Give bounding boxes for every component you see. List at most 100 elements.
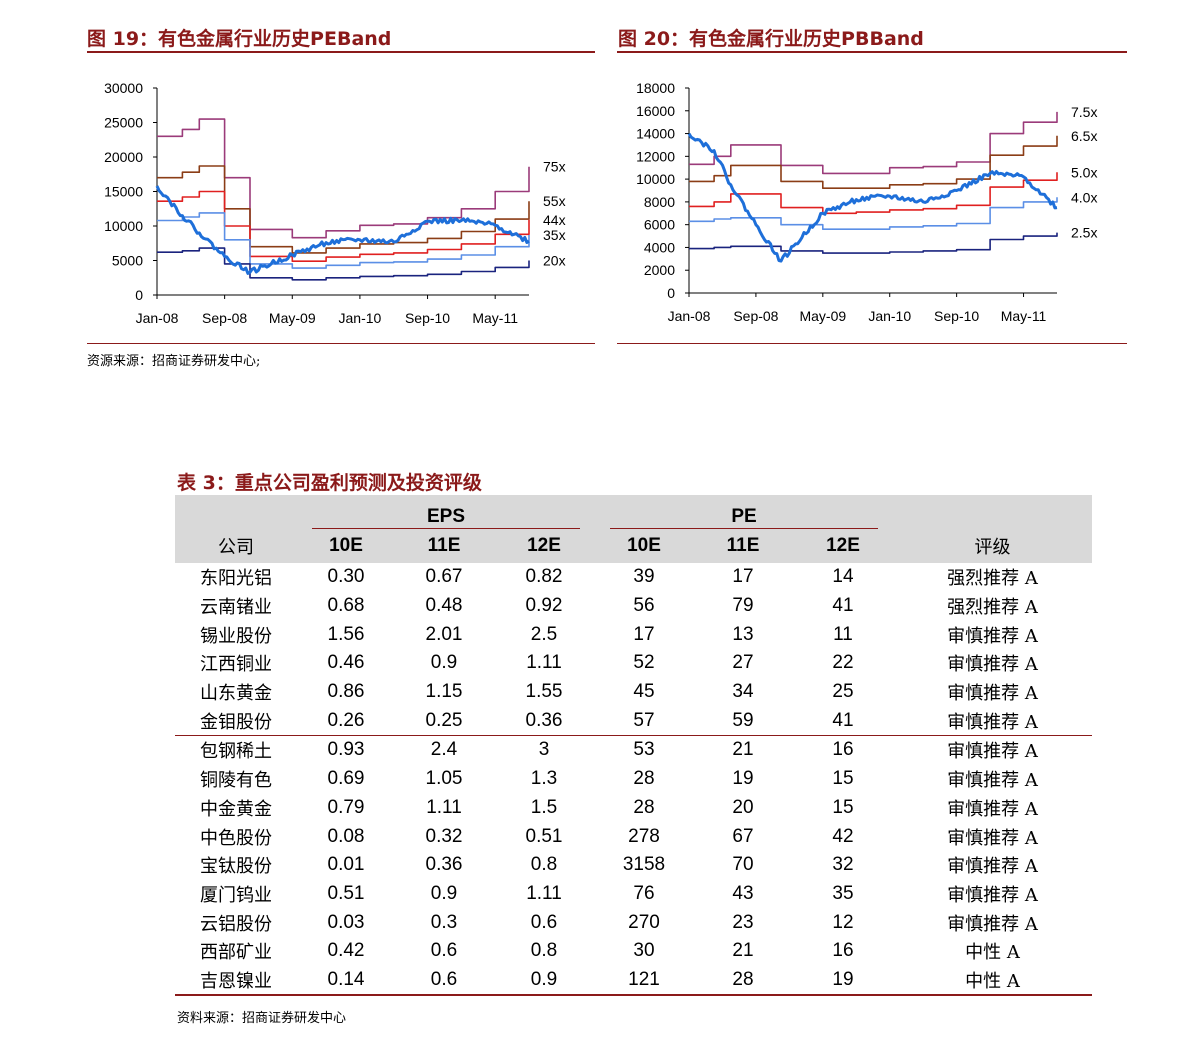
series-line-6-5x: [689, 135, 1058, 189]
cell-pe-10e: 30: [633, 940, 655, 962]
y-tick-label: 30000: [104, 80, 143, 96]
cell-eps-10e: 0.46: [327, 652, 365, 674]
y-tick-label: 12000: [636, 148, 675, 164]
cell-company: 厦门钨业: [200, 884, 272, 906]
cell-pe-12e: 15: [832, 796, 854, 818]
x-tick-label: May-09: [269, 310, 316, 326]
cell-eps-10e: 0.42: [327, 940, 365, 962]
cell-pe-12e: 14: [832, 566, 854, 588]
figures-source-note: 资源来源：招商证券研发中心;: [87, 354, 261, 369]
cell-company: 山东黄金: [200, 683, 272, 705]
cell-rating: 审慎推荐 A: [947, 654, 1038, 676]
cell-eps-12e: 0.9: [493, 965, 595, 997]
pe-label: PE: [731, 506, 757, 527]
cell-pe-12e: 16: [832, 940, 854, 962]
cell-pe-11e: 21: [693, 735, 793, 765]
cell-pe-11e: 43: [732, 882, 754, 904]
cell-eps-12e: 0.36: [525, 709, 563, 731]
pe-underline: [609, 528, 879, 529]
cell-eps-10e: 0.93: [297, 735, 395, 765]
cell-pe-10e: 278: [628, 825, 660, 847]
cell-eps-10e: 0.86: [327, 681, 365, 703]
cell-company: 云南锗业: [200, 597, 272, 619]
y-tick-label: 10000: [104, 218, 143, 234]
table-row: 山东黄金 0.86 1.15 1.55 45 34 25 审慎推荐 A: [175, 678, 1092, 707]
cell-company: 中金黄金: [200, 798, 272, 820]
cell-rating: 审慎推荐 A: [947, 711, 1038, 733]
cell-pe-11e: 59: [732, 709, 754, 731]
cell-pe-12e: 42: [832, 825, 854, 847]
y-tick-label: 18000: [636, 80, 675, 96]
cell-eps-12e: 0.51: [525, 825, 563, 847]
cell-eps-11e: 0.32: [425, 825, 463, 847]
table-3-title: 表 3：重点公司盈利预测及投资评级: [177, 472, 482, 494]
y-tick-label: 6000: [644, 217, 675, 233]
series-line-5-0x: [689, 172, 1058, 215]
cell-eps-11e: 0.67: [425, 566, 463, 588]
cell-eps-12e: 1.3: [530, 768, 558, 790]
series-line-2-5x: [689, 232, 1058, 254]
series-label: 6.5x: [1071, 128, 1097, 144]
cell-pe-10e: 39: [633, 566, 655, 588]
series-line-20x: [157, 247, 530, 281]
series-label: 20x: [543, 253, 566, 269]
cell-eps-11e: 0.6: [430, 940, 458, 962]
cell-rating: 审慎推荐 A: [947, 798, 1038, 820]
y-tick-label: 0: [667, 285, 675, 301]
cell-pe-12e: 32: [832, 854, 854, 876]
series-label: 2.5x: [1071, 225, 1097, 241]
cell-pe-11e: 17: [732, 566, 754, 588]
cell-eps-11e: 1.11: [426, 796, 462, 818]
y-tick-label: 5000: [112, 253, 143, 269]
figure-19-bottom-rule: [87, 343, 595, 344]
y-tick-label: 25000: [104, 115, 143, 131]
cell-pe-12e: 19: [793, 965, 893, 997]
cell-eps-11e: 0.6: [395, 965, 493, 997]
cell-eps-10e: 0.26: [327, 709, 365, 731]
y-tick-label: 4000: [644, 239, 675, 255]
series-label: 4.0x: [1071, 189, 1097, 205]
table-row: 中色股份 0.08 0.32 0.51 278 67 42 审慎推荐 A: [175, 822, 1092, 851]
cell-pe-11e: 19: [732, 768, 754, 790]
series-line-35x: [157, 212, 530, 269]
column-header-rating: 评级: [893, 529, 1092, 563]
table-row: 吉恩镍业 0.14 0.6 0.9 121 28 19 中性 A: [175, 965, 1092, 997]
series-line-index: [155, 185, 530, 275]
cell-pe-12e: 11: [833, 623, 853, 645]
series-label: 44x: [543, 212, 566, 228]
x-tick-label: May-09: [799, 308, 846, 324]
cell-pe-10e: 57: [633, 709, 655, 731]
cell-eps-10e: 0.79: [327, 796, 365, 818]
cell-eps-12e: 1.5: [530, 796, 558, 818]
cell-pe-10e: 45: [633, 681, 655, 703]
eps-label: EPS: [426, 506, 466, 527]
series-label: 7.5x: [1071, 104, 1097, 120]
cell-pe-10e: 121: [595, 965, 693, 997]
table-row: 锡业股份 1.56 2.01 2.5 17 13 11 审慎推荐 A: [175, 620, 1092, 649]
cell-company: 宝钛股份: [200, 856, 272, 878]
eps-underline: [311, 528, 581, 529]
cell-pe-11e: 28: [693, 965, 793, 997]
cell-eps-11e: 2.4: [395, 735, 493, 765]
cell-rating: 审慎推荐 A: [947, 683, 1038, 705]
cell-rating: 中性 A: [893, 965, 1092, 997]
figure-19-title: 图 19：有色金属行业历史PEBand: [87, 28, 392, 50]
header-blank: [175, 495, 297, 529]
cell-pe-10e: 52: [633, 652, 655, 674]
x-tick-label: Jan-08: [136, 310, 179, 326]
group-header-pe: PE: [595, 495, 893, 529]
figure-19-top-rule: [87, 51, 595, 53]
cell-rating: 强烈推荐 A: [947, 597, 1038, 619]
cell-eps-10e: 0.08: [327, 825, 365, 847]
table-row: 云南锗业 0.68 0.48 0.92 56 79 41 强烈推荐 A: [175, 592, 1092, 621]
table-row: 包钢稀土 0.93 2.4 3 53 21 16 审慎推荐 A: [175, 735, 1092, 765]
cell-pe-11e: 70: [732, 854, 754, 876]
x-tick-label: Jan-08: [668, 308, 711, 324]
cell-eps-10e: 0.51: [327, 882, 365, 904]
table-row: 金钼股份 0.26 0.25 0.36 57 59 41 审慎推荐 A: [175, 706, 1092, 735]
x-tick-label: Sep-08: [733, 308, 778, 324]
cell-pe-11e: 34: [732, 681, 754, 703]
cell-eps-12e: 0.82: [525, 566, 563, 588]
cell-pe-11e: 21: [732, 940, 754, 962]
cell-eps-10e: 0.01: [327, 854, 365, 876]
